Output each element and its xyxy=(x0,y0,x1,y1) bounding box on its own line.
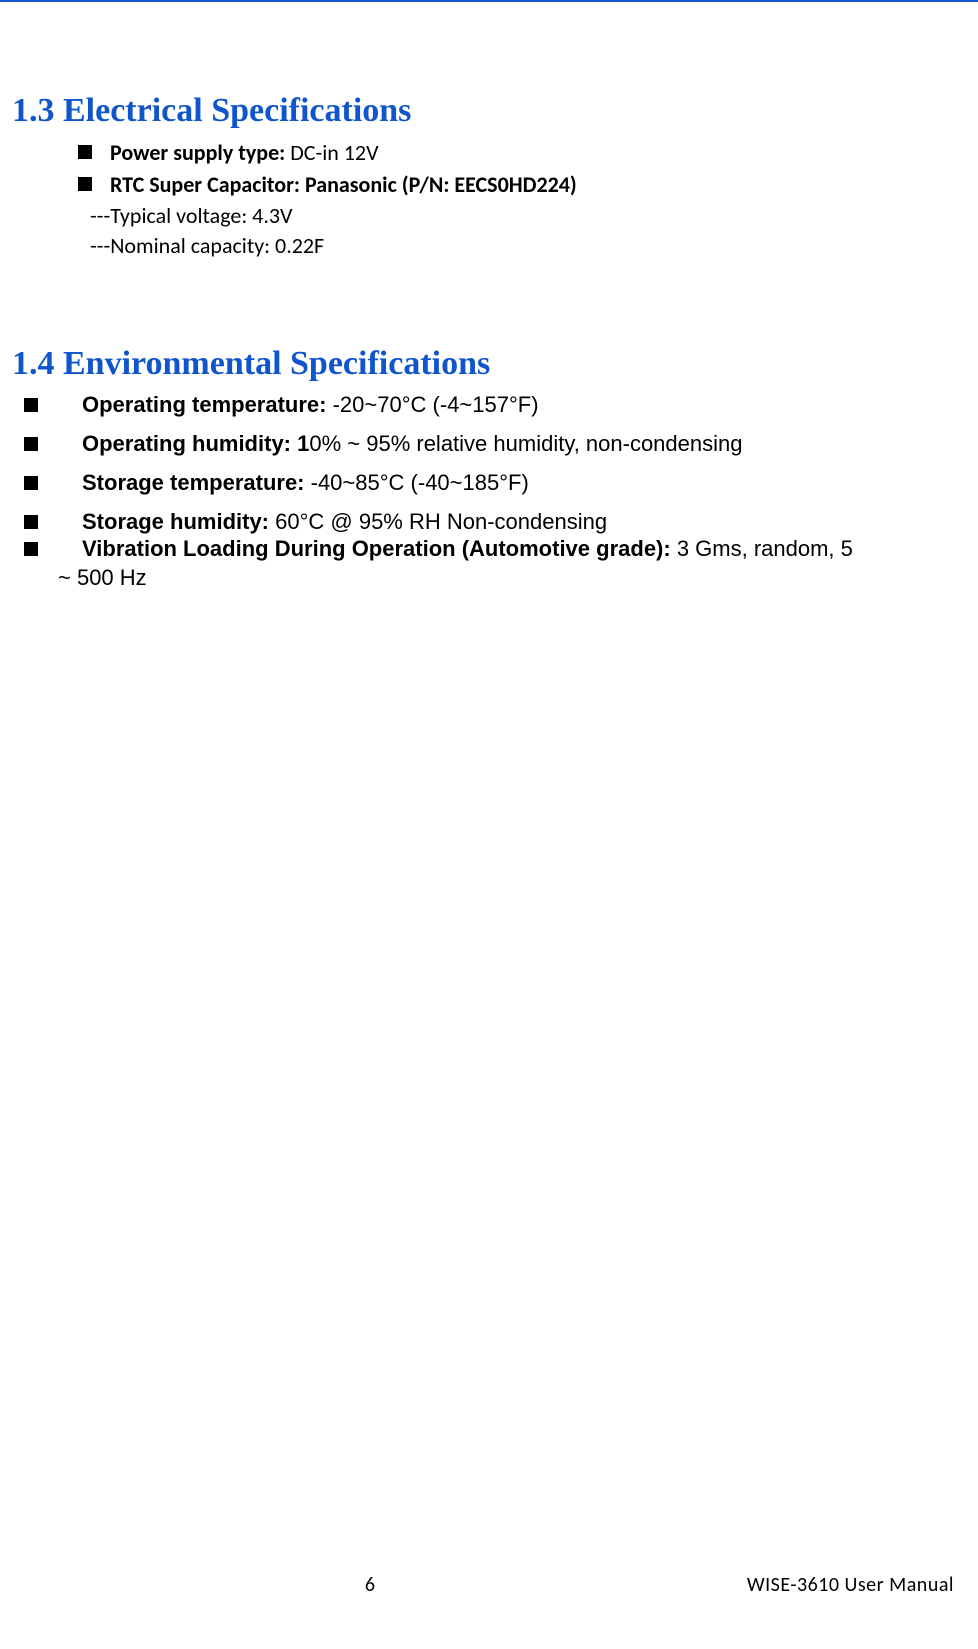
value: -40~85°C (-40~185°F) xyxy=(311,470,529,495)
square-bullet-icon xyxy=(24,515,38,529)
heading-1-3: 1.3 Electrical Specifications xyxy=(12,92,954,130)
bullet-row: Storage temperature: -40~85°C (-40~185°F… xyxy=(12,471,954,494)
bullet-text: Storage humidity: 60°C @ 95% RH Non-cond… xyxy=(82,510,954,533)
bullet-text: Vibration Loading During Operation (Auto… xyxy=(82,537,954,560)
sub-line: ---Nominal capacity: 0.22F xyxy=(12,231,954,261)
bullet-row: Power supply type: DC-in 12V xyxy=(12,138,954,168)
section-environmental: 1.4 Environmental Specifications Operati… xyxy=(12,345,954,593)
footer: 6 WISE-3610 User Manual xyxy=(0,1573,978,1597)
bullet-text: Power supply type: DC-in 12V xyxy=(110,138,379,168)
bullet-row: RTC Super Capacitor: Panasonic (P/N: EEC… xyxy=(12,170,954,200)
bullet-row: Vibration Loading During Operation (Auto… xyxy=(12,537,954,560)
square-bullet-icon xyxy=(24,476,38,490)
label: Power supply type: xyxy=(110,139,290,166)
sub-line: ---Typical voltage: 4.3V xyxy=(12,201,954,231)
label: Vibration Loading During Operation (Auto… xyxy=(82,536,677,561)
square-bullet-icon xyxy=(24,437,38,451)
wrap-line: ~ 500 Hz xyxy=(12,564,954,593)
bullet-text: Operating humidity: 10% ~ 95% relative h… xyxy=(82,432,954,455)
bullet-row: Operating humidity: 10% ~ 95% relative h… xyxy=(12,432,954,455)
content-area: 1.3 Electrical Specifications Power supp… xyxy=(0,2,978,593)
label: Storage humidity: xyxy=(82,509,275,534)
bullet-text: Storage temperature: -40~85°C (-40~185°F… xyxy=(82,471,954,494)
page: 1.3 Electrical Specifications Power supp… xyxy=(0,0,978,1649)
value: 3 Gms, random, 5 xyxy=(677,536,853,561)
label: Operating humidity: 1 xyxy=(82,431,309,456)
value: 60°C @ 95% RH Non-condensing xyxy=(275,509,607,534)
bullet-text: RTC Super Capacitor: Panasonic (P/N: EEC… xyxy=(110,170,577,200)
value: 0% ~ 95% relative humidity, non-condensi… xyxy=(309,431,742,456)
square-bullet-icon xyxy=(78,177,92,191)
square-bullet-icon xyxy=(78,145,92,159)
square-bullet-icon xyxy=(24,542,38,556)
bullet-text: Operating temperature: -20~70°C (-4~157°… xyxy=(82,393,954,416)
page-number: 6 xyxy=(0,1573,477,1597)
value: -20~70°C (-4~157°F) xyxy=(333,392,539,417)
label: Storage temperature: xyxy=(82,470,311,495)
square-bullet-icon xyxy=(24,398,38,412)
bullet-row: Storage humidity: 60°C @ 95% RH Non-cond… xyxy=(12,510,954,533)
label: RTC Super Capacitor: Panasonic (P/N: EEC… xyxy=(110,171,577,198)
doc-title: WISE-3610 User Manual xyxy=(747,1573,954,1597)
heading-1-4: 1.4 Environmental Specifications xyxy=(12,345,954,383)
value: DC-in 12V xyxy=(290,139,378,166)
section-electrical: 1.3 Electrical Specifications Power supp… xyxy=(12,92,954,261)
bullet-row: Operating temperature: -20~70°C (-4~157°… xyxy=(12,393,954,416)
label: Operating temperature: xyxy=(82,392,333,417)
